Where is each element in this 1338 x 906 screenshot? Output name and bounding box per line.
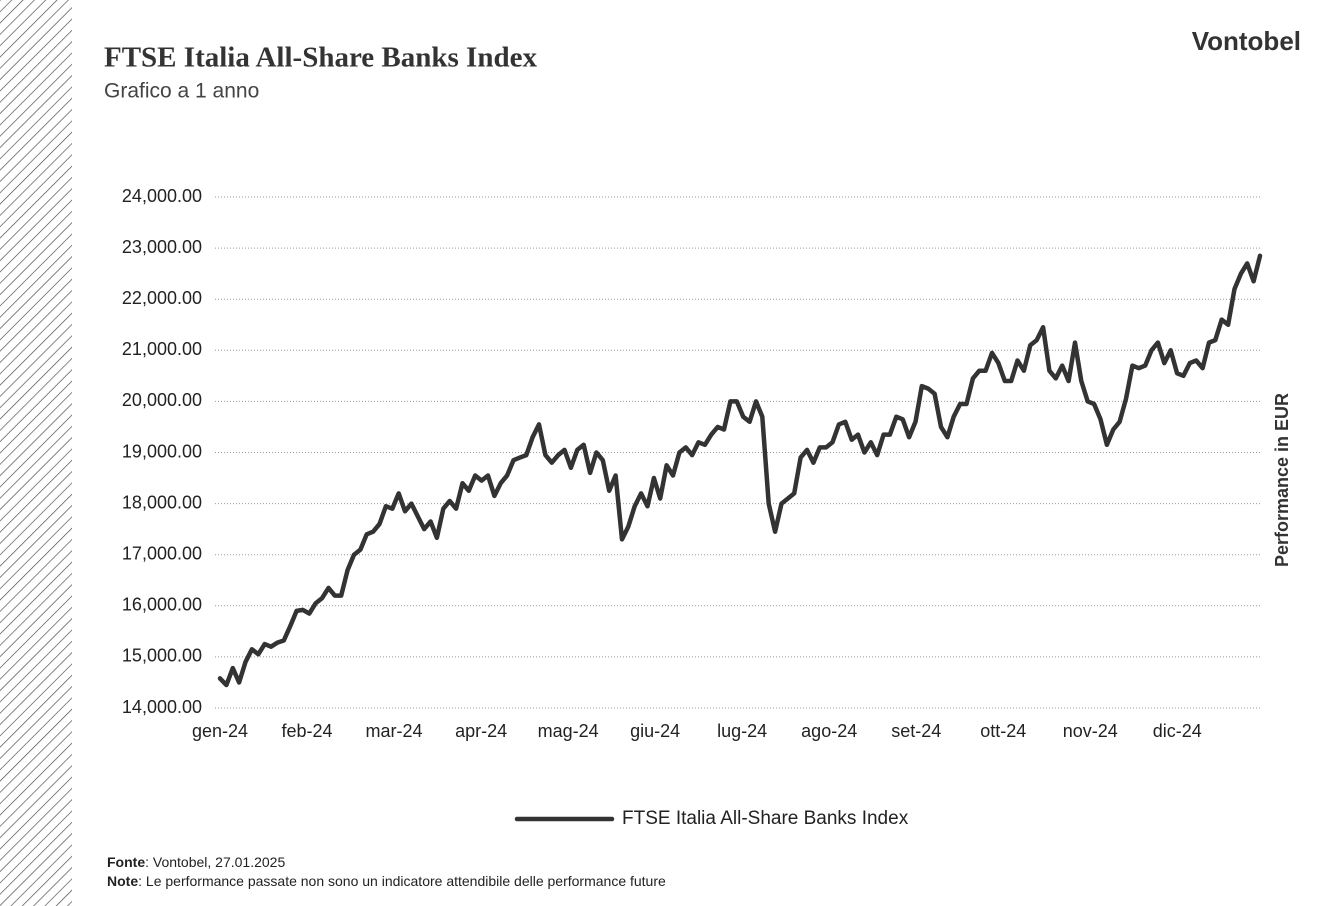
x-tick-label: dic-24 <box>1153 721 1202 741</box>
y-axis-label: Performance in EUR <box>1272 393 1292 567</box>
footnote-text: : Vontobel, 27.01.2025 <box>145 854 285 870</box>
footnote: Fonte: Vontobel, 27.01.2025 <box>107 854 285 870</box>
x-tick-label: feb-24 <box>282 721 333 741</box>
y-tick-label: 24,000.00 <box>122 186 202 206</box>
side-hatch <box>0 0 72 906</box>
y-tick-label: 20,000.00 <box>122 390 202 410</box>
x-tick-label: nov-24 <box>1063 721 1118 741</box>
data-line <box>217 253 1263 688</box>
brand-logo: Vontobel <box>1192 26 1301 56</box>
x-tick-label: giu-24 <box>630 721 680 741</box>
x-tick-label: set-24 <box>891 721 941 741</box>
footnote-text: : Le performance passate non sono un ind… <box>138 873 666 889</box>
y-tick-label: 19,000.00 <box>122 441 202 461</box>
y-tick-label: 22,000.00 <box>122 288 202 308</box>
chart-subtitle: Grafico a 1 anno <box>104 80 259 103</box>
chart-title: FTSE Italia All-Share Banks Index <box>104 42 537 74</box>
x-tick-label: apr-24 <box>455 721 507 741</box>
y-tick-label: 16,000.00 <box>122 595 202 615</box>
legend-label: FTSE Italia All-Share Banks Index <box>622 808 909 829</box>
x-tick-label: ott-24 <box>980 721 1026 741</box>
x-tick-label: mar-24 <box>366 721 423 741</box>
footnote: Note: Le performance passate non sono un… <box>107 873 666 889</box>
y-tick-label: 23,000.00 <box>122 237 202 257</box>
footnote-label: Note <box>107 873 138 889</box>
y-tick-label: 15,000.00 <box>122 646 202 666</box>
x-tick-label: lug-24 <box>717 721 767 741</box>
y-tick-label: 17,000.00 <box>122 543 202 563</box>
x-tick-label: ago-24 <box>801 721 857 741</box>
y-tick-label: 14,000.00 <box>122 697 202 717</box>
x-tick-label: mag-24 <box>538 721 599 741</box>
footnote-label: Fonte <box>107 854 145 870</box>
y-tick-label: 18,000.00 <box>122 492 202 512</box>
x-tick-label: gen-24 <box>192 721 248 741</box>
y-tick-label: 21,000.00 <box>122 339 202 359</box>
